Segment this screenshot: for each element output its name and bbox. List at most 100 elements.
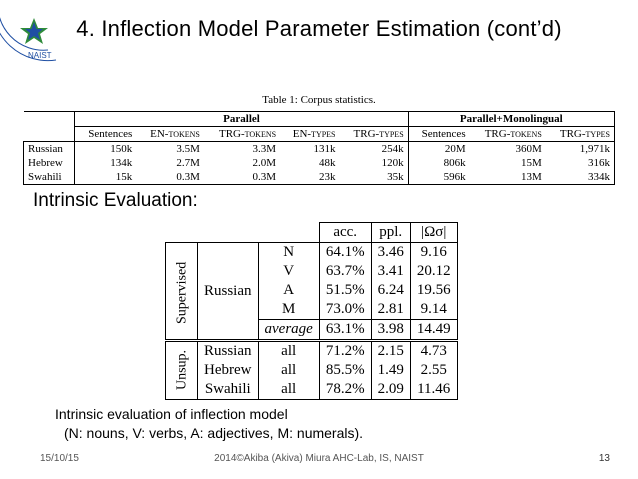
cell: 48k <box>319 157 336 169</box>
col-header: TRG-types <box>545 126 615 142</box>
table-row: Swahili 15k 0.3M 0.3M 23k 35k 596k 13M 3… <box>22 170 615 185</box>
cell-omega: 14.49 <box>409 319 458 341</box>
naist-logo: NAIST <box>0 17 57 62</box>
cell-ppl: 3.98 <box>370 319 411 341</box>
cell-omega: 20.12 <box>409 262 458 281</box>
cell-omega: 9.16 <box>409 242 458 262</box>
cell: 360M <box>515 143 542 155</box>
cell-pos: V <box>257 262 320 281</box>
cell: 334k <box>545 170 615 185</box>
corpus-statistics-table: Parallel Parallel+Monolingual Sentences … <box>22 111 616 185</box>
footer-date: 15/10/15 <box>40 453 79 464</box>
table-row: M 73.0% 2.81 9.14 <box>166 300 458 320</box>
supervised-lang: Russian <box>197 242 259 341</box>
cell: 0.3M <box>136 170 204 185</box>
cell: 15k <box>74 170 137 185</box>
cell-ppl: 2.15 <box>370 339 411 361</box>
cell-ppl: 2.81 <box>370 300 411 320</box>
cell-omega: 2.55 <box>409 361 458 380</box>
intrinsic-evaluation-label: Intrinsic Evaluation: <box>33 190 198 211</box>
col-header: TRG-types <box>339 126 409 142</box>
cell-ppl: 6.24 <box>370 281 411 300</box>
cell-acc: 71.2% <box>318 339 372 361</box>
table1-caption: Table 1: Corpus statistics. <box>262 94 376 106</box>
cell-omega: 4.73 <box>409 339 458 361</box>
cell-acc: 63.1% <box>318 319 372 341</box>
table-row: Russian 150k 3.5M 3.3M 131k 254k 20M 360… <box>22 141 615 156</box>
cell: 150k <box>74 141 137 156</box>
row-lang: Hebrew <box>22 156 75 170</box>
cell-ppl: 1.49 <box>370 361 411 380</box>
group-header-parallel-monolingual: Parallel+Monolingual <box>407 111 616 127</box>
cell-omega: 19.56 <box>409 281 458 300</box>
cell-omega: 9.14 <box>409 300 458 320</box>
cell-acc: 78.2% <box>318 380 372 400</box>
table-row: Hebrew 134k 2.7M 2.0M 48k 120k 806k 15M … <box>22 156 615 170</box>
cell: 254k <box>381 143 404 155</box>
unsup-label: Unsup. <box>165 340 198 400</box>
table-row: Unsup. Russian all 71.2% 2.15 4.73 <box>165 339 458 400</box>
table-row: Supervised Russian N 64.1% 3.46 9.16 <box>165 242 458 341</box>
cell-acc: 64.1% <box>318 242 372 262</box>
cell-pos: average <box>257 319 320 341</box>
header-ppl: ppl. <box>370 222 411 243</box>
cell: 131k <box>313 143 336 155</box>
cell: 134k <box>74 156 137 170</box>
eval-note-line1: Intrinsic evaluation of inflection model <box>55 406 288 422</box>
cell-pos: all <box>257 361 320 380</box>
cell-acc: 51.5% <box>318 281 372 300</box>
col-header: Sentences <box>407 126 470 142</box>
logo-star-icon <box>20 18 48 44</box>
cell-acc: 85.5% <box>318 361 372 380</box>
cell-lang: Hebrew <box>197 361 259 380</box>
footer-credit: 2014©Akiba (Akiva) Miura AHC-Lab, IS, NA… <box>214 453 424 464</box>
logo-wordmark: NAIST <box>28 51 52 60</box>
logo-ring-inner-arc <box>0 17 49 51</box>
footer-page-number: 13 <box>598 453 610 464</box>
logo-ring-arc <box>0 32 57 62</box>
col-header: TRG-tokens <box>469 126 546 142</box>
eval-note: Intrinsic evaluation of inflection model… <box>55 405 363 443</box>
table-row: Swahili all 78.2% 2.09 11.46 <box>166 380 458 400</box>
header-acc: acc. <box>318 222 372 243</box>
cell-pos: M <box>257 300 320 320</box>
cell: 1,971k <box>545 141 615 156</box>
cell-omega: 11.46 <box>409 380 458 400</box>
average-row: average 63.1% 3.98 14.49 <box>166 319 458 341</box>
eval-note-line2: (N: nouns, V: verbs, A: adjectives, M: n… <box>64 425 364 441</box>
intrinsic-eval-table-wrap: acc. ppl. |Ωσ| Supervised Russian N 64.1… <box>165 222 458 400</box>
cell: 316k <box>545 156 615 170</box>
cell: 120k <box>381 157 404 169</box>
corpus-group-header-row: Parallel Parallel+Monolingual <box>23 111 616 127</box>
cell: 0.3M <box>203 170 281 185</box>
row-lang: Swahili <box>22 170 75 185</box>
cell-pos: all <box>257 339 320 361</box>
cell: 3.5M <box>176 143 200 155</box>
cell-pos: N <box>257 242 320 262</box>
cell: 20M <box>407 141 470 156</box>
cell-ppl: 2.09 <box>370 380 411 400</box>
cell: 806k <box>407 156 470 170</box>
col-header: EN-tokens <box>136 126 204 142</box>
corpus-column-header-row: Sentences EN-tokens TRG-tokens EN-types … <box>23 126 615 142</box>
slide-title: 4. Inflection Model Parameter Estimation… <box>76 16 562 41</box>
cell-lang: Swahili <box>197 380 259 400</box>
col-header: Sentences <box>74 126 137 142</box>
eval-header-row: acc. ppl. |Ωσ| <box>166 222 458 243</box>
cell-ppl: 3.41 <box>370 262 411 281</box>
cell: 23k <box>280 170 340 185</box>
col-header: TRG-tokens <box>203 126 281 142</box>
cell-pos: A <box>257 281 320 300</box>
cell: 596k <box>407 170 470 185</box>
cell: 15M <box>521 157 542 169</box>
header-omega: |Ωσ| <box>409 222 458 243</box>
intrinsic-eval-table: acc. ppl. |Ωσ| Supervised Russian N 64.1… <box>165 222 458 400</box>
table-row: A 51.5% 6.24 19.56 <box>166 281 458 300</box>
cell: 3.3M <box>252 143 277 155</box>
supervised-label: Supervised <box>165 242 198 341</box>
cell: 13M <box>469 170 546 185</box>
col-header: EN-types <box>280 126 340 142</box>
cell-acc: 73.0% <box>318 300 372 320</box>
cell-pos: all <box>257 380 320 400</box>
cell-ppl: 3.46 <box>370 242 411 262</box>
